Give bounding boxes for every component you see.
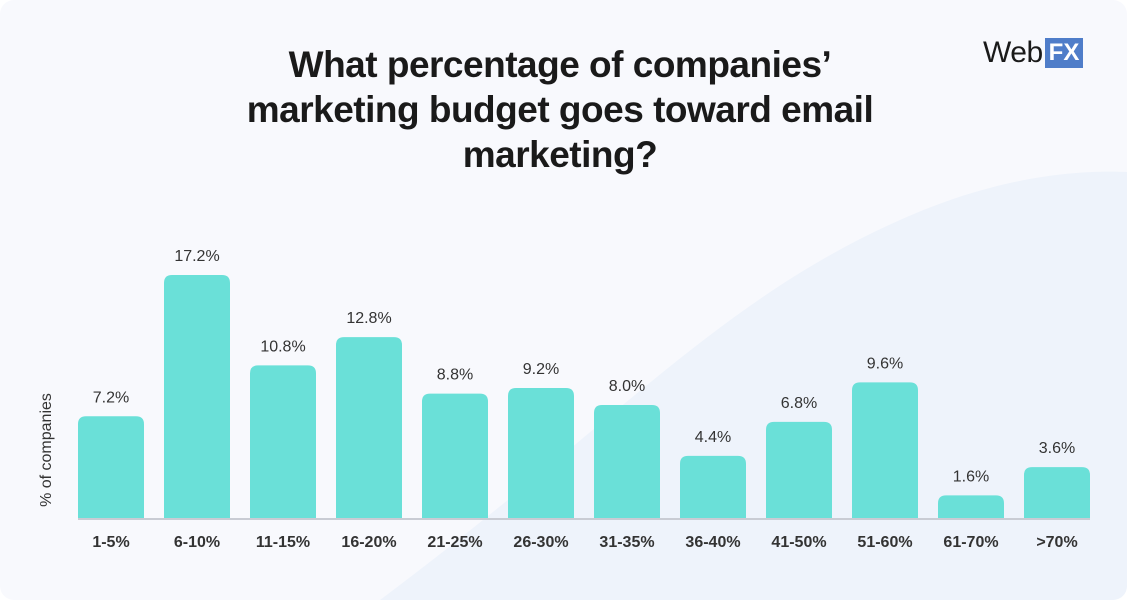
data-label: 9.6% (867, 355, 903, 372)
data-label: 17.2% (174, 248, 219, 265)
bar (938, 495, 1004, 518)
bar (1024, 467, 1090, 518)
x-tick-label: 61-70% (943, 534, 998, 551)
data-label: 6.8% (781, 395, 817, 412)
bar (852, 382, 918, 518)
bar (164, 275, 230, 518)
webfx-logo: Web FX (983, 36, 1084, 70)
x-tick-label: 11-15% (256, 534, 310, 551)
bar (766, 421, 832, 518)
data-label: 9.2% (523, 361, 559, 378)
x-tick-label: 1-5% (92, 534, 129, 551)
chart-title: What percentage of companies’ marketing … (246, 44, 874, 175)
bar (594, 404, 660, 518)
data-label: 8.0% (609, 378, 645, 395)
x-tick-label: 31-35% (599, 534, 654, 551)
x-tick-label: >70% (1036, 534, 1077, 551)
bar (680, 455, 746, 518)
data-label: 7.2% (93, 389, 129, 406)
x-tick-label: 6-10% (174, 534, 220, 551)
x-tick-label: 51-60% (857, 534, 912, 551)
data-label: 3.6% (1039, 440, 1075, 457)
bar (336, 337, 402, 518)
data-label: 10.8% (260, 338, 305, 355)
bar (78, 416, 144, 518)
bar (508, 388, 574, 518)
bar (250, 365, 316, 518)
data-label: 12.8% (346, 310, 391, 327)
data-label: 4.4% (695, 429, 731, 446)
data-label: 1.6% (953, 468, 989, 485)
bar (422, 393, 488, 518)
data-label: 8.8% (437, 367, 473, 384)
x-tick-label: 16-20% (341, 534, 396, 551)
logo-fx: FX (1044, 38, 1084, 68)
x-tick-label: 41-50% (771, 534, 826, 551)
x-tick-label: 21-25% (427, 534, 482, 551)
logo-web: Web (983, 36, 1043, 69)
x-tick-label: 36-40% (685, 534, 740, 551)
x-tick-label: 26-30% (513, 534, 568, 551)
